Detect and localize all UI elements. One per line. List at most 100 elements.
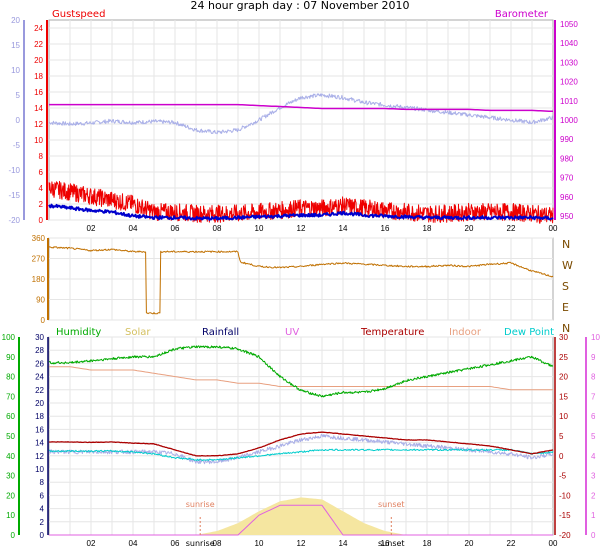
x-tick-label: 20 [465, 539, 474, 548]
right-y-tick-label: 970 [560, 174, 574, 183]
inner-y-tick-label: 20 [34, 56, 43, 65]
humidity-tick-label: 60 [6, 412, 15, 421]
dir-right-label: S [562, 280, 569, 293]
inner-y-tick-label: 6 [39, 168, 44, 177]
x-tick-label: 14 [339, 539, 348, 548]
humidity-tick-label: 0 [11, 531, 16, 540]
x-tick-label: 02 [87, 224, 96, 233]
x-tick-label: 08 [213, 539, 222, 548]
temp-tick-label: -20 [559, 531, 571, 540]
inner-temp-tick-label: 26 [35, 359, 44, 368]
right-y-tick-label: 950 [560, 212, 574, 221]
x-tick-label: 18 [423, 539, 432, 548]
x-tick-label: 00 [549, 539, 558, 548]
series-indoor [49, 366, 553, 391]
uv-tick-label: 0 [591, 531, 596, 540]
x-tick-label: 02 [87, 539, 96, 548]
series-windspeed [48, 203, 554, 221]
x-tick-label: 12 [297, 539, 306, 548]
graph-title: 24 hour graph day : 07 November 2010 [190, 0, 409, 12]
x-tick-label: 14 [339, 224, 348, 233]
uv-tick-label: 1 [591, 511, 596, 520]
legend-gustspeed: Gustspeed [52, 9, 105, 20]
x-tick-label: 12 [297, 224, 306, 233]
uv-tick-label: 9 [591, 353, 596, 362]
humidity-tick-label: 20 [6, 491, 15, 500]
series-dewpoint [49, 448, 554, 461]
temp-tick-label: -5 [559, 472, 567, 481]
inner-temp-tick-label: 12 [35, 452, 44, 461]
outer-y-tick-label: -20 [8, 216, 20, 225]
x-tick-label: 08 [213, 224, 222, 233]
legend-barometer: Barometer [495, 9, 549, 20]
legend-rainfall: Rainfall [202, 327, 239, 338]
right-y-tick-label: 1020 [560, 78, 578, 87]
dir-right-label: N [562, 322, 570, 335]
dir-y-tick-label: 90 [36, 296, 45, 305]
temp-tick-label: -10 [559, 491, 571, 500]
outer-y-tick-label: 5 [16, 91, 21, 100]
humidity-tick-label: 70 [6, 392, 15, 401]
humidity-tick-label: 50 [6, 432, 15, 441]
uv-tick-label: 4 [591, 452, 596, 461]
dir-y-tick-label: 0 [41, 316, 46, 325]
temp-tick-label: 20 [559, 373, 568, 382]
x-tick-label: 10 [255, 539, 264, 548]
dir-right-label: W [562, 259, 573, 272]
outer-y-tick-label: -5 [13, 141, 21, 150]
uv-tick-label: 10 [591, 333, 600, 342]
x-tick-label: 06 [171, 539, 180, 548]
inner-temp-tick-label: 4 [40, 505, 45, 514]
inner-y-tick-label: 24 [34, 24, 43, 33]
outer-y-tick-label: -10 [8, 166, 20, 175]
legend-solar: Solar [125, 327, 151, 338]
series-humidity [48, 345, 553, 398]
series-solar [49, 497, 553, 535]
outer-y-tick-label: 10 [11, 66, 20, 75]
inner-y-tick-label: 22 [34, 40, 43, 49]
inner-temp-tick-label: 22 [35, 386, 44, 395]
inner-y-tick-label: 16 [34, 88, 43, 97]
humidity-tick-label: 10 [6, 511, 15, 520]
uv-tick-label: 6 [591, 412, 596, 421]
dir-y-tick-label: 180 [32, 275, 46, 284]
temp-tick-label: 5 [559, 432, 564, 441]
x-tick-label: 16 [381, 224, 390, 233]
inner-temp-tick-label: 6 [40, 491, 45, 500]
x-tick-label: 20 [465, 224, 474, 233]
right-y-tick-label: 1030 [560, 58, 578, 67]
x-tick-label: 04 [129, 539, 138, 548]
inner-y-tick-label: 0 [39, 216, 44, 225]
legend-dewpoint: Dew Point [504, 327, 554, 338]
inner-temp-tick-label: 0 [40, 531, 45, 540]
inner-y-tick-label: 8 [39, 152, 44, 161]
right-y-tick-label: 980 [560, 154, 574, 163]
inner-temp-tick-label: 24 [35, 373, 44, 382]
x-tick-label: 18 [423, 224, 432, 233]
uv-tick-label: 8 [591, 373, 596, 382]
inner-temp-tick-label: 18 [35, 412, 44, 421]
right-y-tick-label: 990 [560, 135, 574, 144]
series-barometer [49, 103, 553, 113]
dir-y-tick-label: 360 [32, 234, 46, 243]
outer-y-tick-label: 0 [16, 116, 21, 125]
legend-temperature: Temperature [360, 327, 424, 338]
right-y-tick-label: 1010 [560, 97, 578, 106]
inner-y-tick-label: 10 [34, 136, 43, 145]
legend-uv: UV [285, 327, 299, 338]
x-tick-label: 00 [549, 224, 558, 233]
outer-y-tick-label: 15 [11, 41, 20, 50]
inner-temp-tick-label: 16 [35, 425, 44, 434]
inner-temp-tick-label: 10 [35, 465, 44, 474]
inner-temp-tick-label: 2 [40, 518, 45, 527]
series-direction [48, 246, 554, 315]
x-tick-label: 22 [507, 224, 516, 233]
x-tick-label: 04 [129, 224, 138, 233]
sunrise-axis-label: sunrise [186, 539, 215, 548]
sunset-label: sunset [378, 500, 405, 509]
temp-tick-label: 30 [559, 333, 568, 342]
right-y-tick-label: 1040 [560, 39, 578, 48]
inner-temp-tick-label: 8 [40, 478, 45, 487]
humidity-tick-label: 100 [2, 333, 16, 342]
